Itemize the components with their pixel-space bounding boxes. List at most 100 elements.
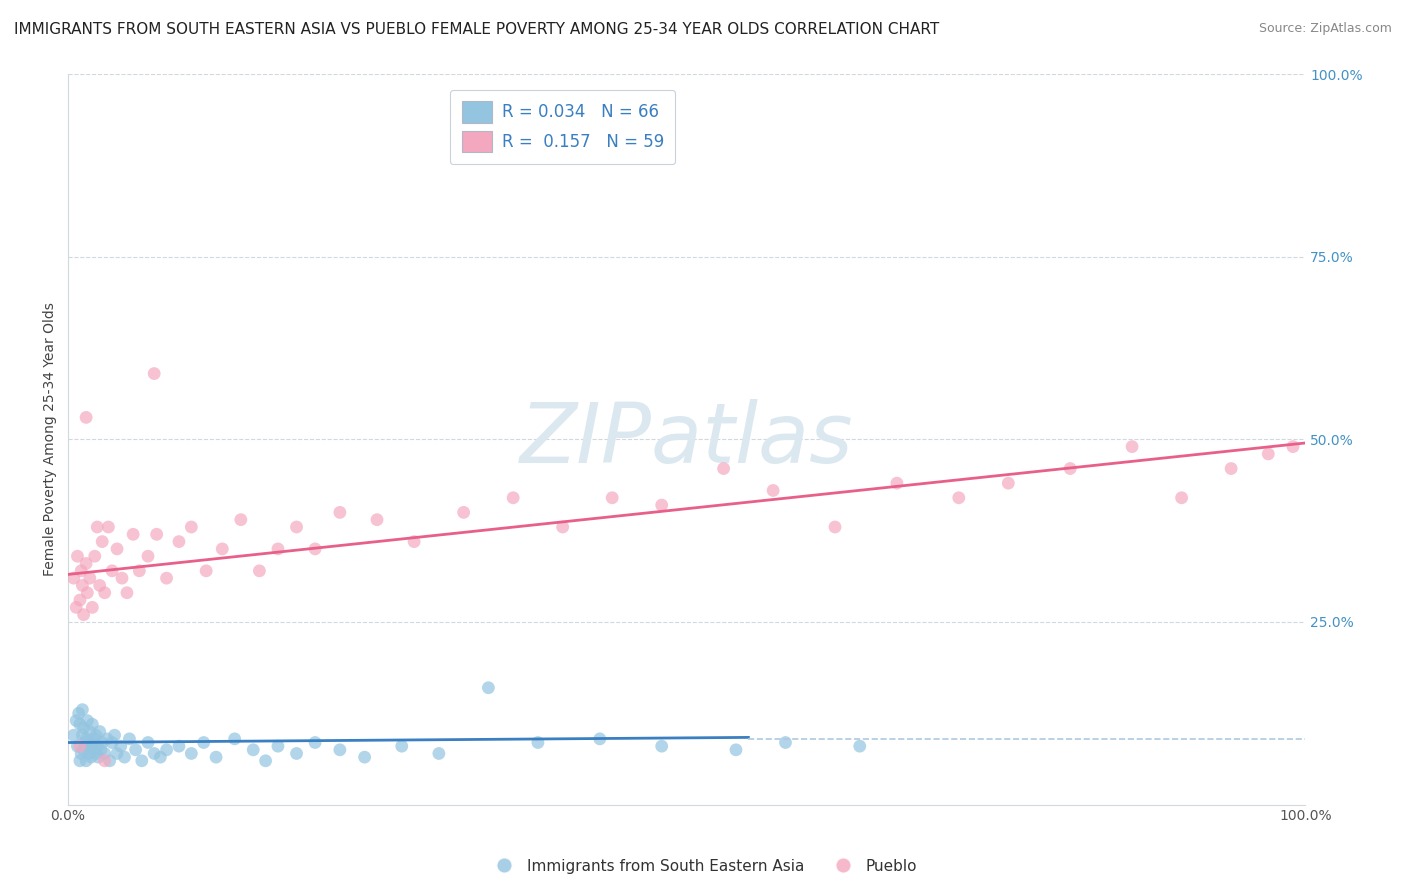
Point [82,600,104,615]
Point [111,571,134,585]
Text: Source: ZipAtlas.com: Source: ZipAtlas.com [1258,22,1392,36]
Point [98,754,121,768]
Point [155,743,177,757]
Point [391,739,413,754]
Point [79,739,101,754]
Point [83,731,105,746]
Point [83,549,105,564]
Point [589,731,612,746]
Point [124,743,146,757]
Point [713,461,735,475]
Point [83,743,105,757]
Point [180,747,202,761]
Point [1059,461,1081,475]
Point [77,747,100,761]
Point [205,750,228,764]
Point [167,534,190,549]
Point [724,743,747,757]
Point [195,564,218,578]
Point [128,564,150,578]
Point [267,739,290,754]
Y-axis label: Female Poverty Among 25-34 Year Olds: Female Poverty Among 25-34 Year Olds [44,302,58,576]
Point [96,731,118,746]
Point [93,586,115,600]
Point [72,743,94,757]
Point [82,735,104,749]
Point [180,520,202,534]
Point [91,735,114,749]
Point [600,491,623,505]
Point [105,541,128,556]
Point [76,586,98,600]
Point [118,731,141,746]
Point [143,367,166,381]
Point [285,520,308,534]
Point [69,739,91,754]
Point [75,410,97,425]
Point [89,578,111,592]
Point [775,735,797,749]
Point [247,564,270,578]
Point [155,571,177,585]
Point [97,520,120,534]
Point [1121,440,1143,454]
Point [1282,440,1305,454]
Point [427,747,450,761]
Point [329,743,352,757]
Point [72,721,94,735]
Point [143,747,166,761]
Point [404,534,426,549]
Point [86,520,108,534]
Point [502,491,524,505]
Point [122,527,145,541]
Point [75,557,97,571]
Point [82,717,104,731]
Point [89,724,111,739]
Point [72,728,94,742]
Point [551,520,574,534]
Point [651,739,673,754]
Point [1220,461,1243,475]
Point [254,754,277,768]
Point [72,578,94,592]
Point [131,754,153,768]
Point [69,754,91,768]
Text: IMMIGRANTS FROM SOUTH EASTERN ASIA VS PUEBLO FEMALE POVERTY AMONG 25-34 YEAR OLD: IMMIGRANTS FROM SOUTH EASTERN ASIA VS PU… [14,22,939,37]
Point [353,750,375,764]
Point [136,735,159,749]
Point [527,735,550,749]
Point [115,586,138,600]
Point [69,593,91,607]
Point [75,731,97,746]
Point [167,739,190,754]
Point [65,600,87,615]
Point [211,541,233,556]
Point [67,706,90,721]
Point [87,750,110,764]
Point [997,476,1019,491]
Point [114,750,136,764]
Point [145,527,167,541]
Point [477,681,499,695]
Point [242,743,264,757]
Point [101,735,124,749]
Point [366,513,388,527]
Point [224,731,246,746]
Point [86,739,108,754]
Point [66,549,89,564]
Point [948,491,970,505]
Point [73,735,96,749]
Text: ZIPatlas: ZIPatlas [520,399,853,480]
Point [84,728,107,742]
Point [70,747,93,761]
Point [149,750,172,764]
Point [304,735,326,749]
Point [66,739,89,754]
Point [229,513,252,527]
Point [72,703,94,717]
Point [75,754,97,768]
Point [1257,447,1279,461]
Legend: R = 0.034   N = 66, R =  0.157   N = 59: R = 0.034 N = 66, R = 0.157 N = 59 [450,90,675,164]
Legend: Immigrants from South Eastern Asia, Pueblo: Immigrants from South Eastern Asia, Pueb… [482,853,924,880]
Point [93,747,115,761]
